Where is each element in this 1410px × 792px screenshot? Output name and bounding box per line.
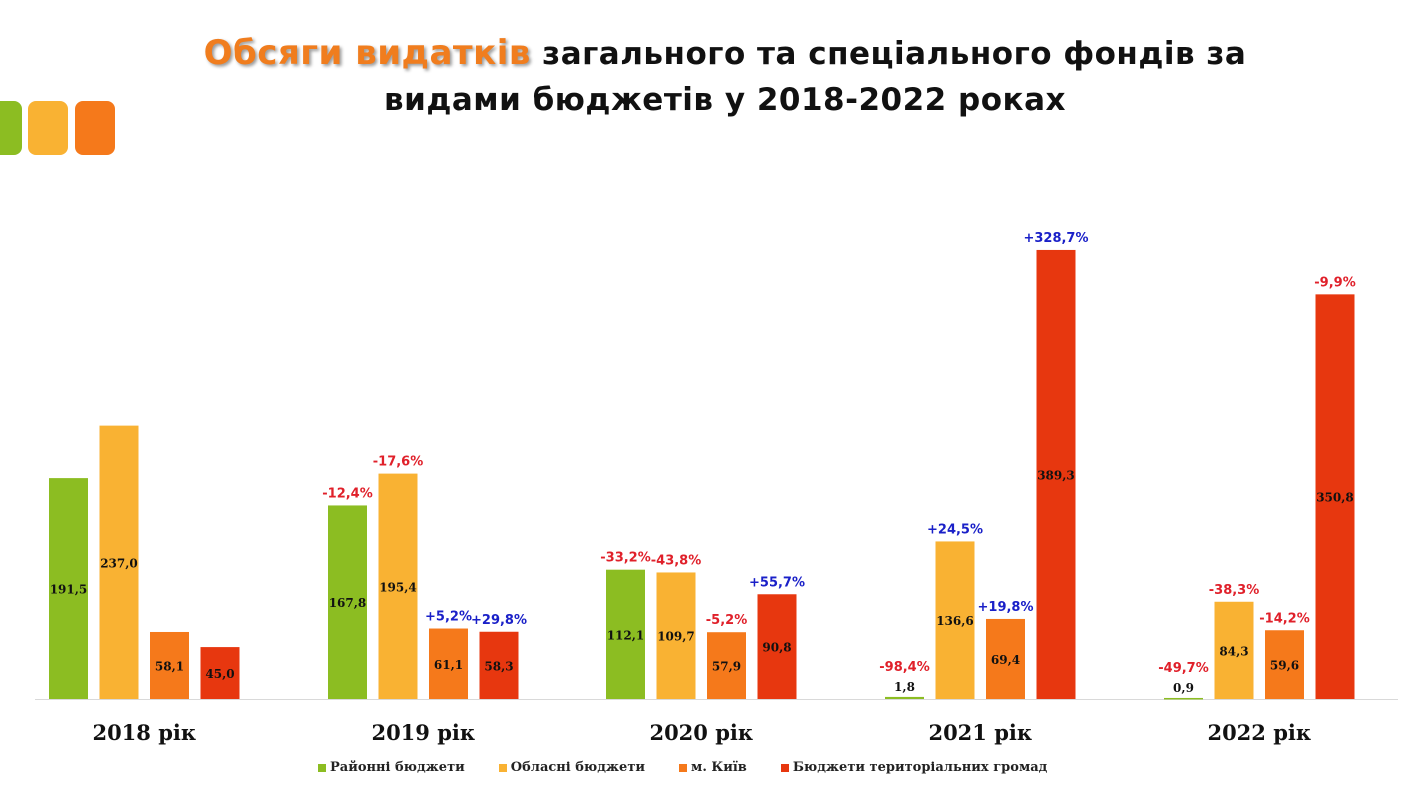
bar — [99, 425, 139, 699]
change-label: +55,7% — [749, 575, 805, 590]
bar — [429, 628, 468, 699]
data-label: 136,6 — [936, 614, 974, 628]
data-label: 195,4 — [379, 580, 417, 594]
legend-label: Бюджети територіальних громад — [792, 760, 1048, 775]
bar — [757, 594, 797, 699]
bar — [1265, 630, 1304, 699]
change-label: -14,2% — [1259, 611, 1310, 626]
legend-swatch — [780, 763, 789, 772]
data-label: 90,8 — [762, 641, 791, 655]
legend-item: Бюджети територіальних громад — [780, 760, 1048, 775]
x-tick-label: 2019 рік — [371, 720, 475, 745]
bar — [200, 647, 240, 699]
title-line1: загального та спеціального фондів за — [530, 36, 1247, 72]
change-label: -5,2% — [706, 613, 747, 628]
bar — [1214, 601, 1254, 699]
legend-label: м. Київ — [691, 760, 747, 775]
change-label: +328,7% — [1023, 231, 1088, 246]
data-label: 191,5 — [50, 583, 88, 597]
change-label: -17,6% — [373, 455, 424, 470]
change-label: -33,2% — [600, 551, 651, 566]
change-label: -12,4% — [322, 486, 373, 501]
bar — [378, 473, 418, 699]
bar — [707, 632, 746, 699]
data-label: 69,4 — [991, 653, 1020, 667]
x-tick-label: 2020 рік — [649, 720, 753, 745]
data-label: 57,9 — [712, 660, 741, 674]
x-tick-label: 2022 рік — [1207, 720, 1311, 745]
data-label: 84,3 — [1219, 644, 1248, 658]
bar — [935, 541, 975, 699]
data-label: 61,1 — [434, 658, 463, 672]
data-label: 112,1 — [607, 628, 645, 642]
change-label: -38,3% — [1209, 583, 1260, 598]
data-label: 0,9 — [1173, 681, 1194, 695]
decor-square-yellow — [28, 101, 68, 155]
x-tick-label: 2018 рік — [92, 720, 196, 745]
change-label: +19,8% — [978, 600, 1034, 615]
x-tick-label: 2021 рік — [928, 720, 1032, 745]
decor-square-green — [0, 101, 22, 155]
legend-item: м. Київ — [679, 760, 747, 775]
decor-square-orange — [75, 101, 115, 155]
bar — [479, 631, 519, 699]
legend-item: Обласні бюджети — [498, 760, 646, 775]
data-label: 58,1 — [155, 659, 184, 673]
data-label: 45,0 — [205, 667, 234, 681]
legend-label: Районні бюджети — [330, 760, 465, 775]
change-label: -43,8% — [651, 553, 702, 568]
bar — [49, 478, 88, 699]
legend-swatch — [498, 763, 507, 772]
change-label: -98,4% — [879, 660, 930, 675]
bar — [1036, 249, 1076, 700]
data-label: 58,3 — [484, 659, 513, 673]
legend-label: Обласні бюджети — [510, 760, 646, 775]
chart-title: Обсяги видатків загального та спеціально… — [150, 30, 1300, 123]
data-label: 167,8 — [329, 596, 367, 610]
data-label: 237,0 — [100, 556, 138, 570]
change-label: +24,5% — [927, 522, 983, 537]
title-line2: видами бюджетів у 2018-2022 роках — [383, 82, 1066, 118]
bar — [986, 618, 1025, 699]
bar — [606, 569, 645, 699]
bar — [1315, 294, 1355, 699]
bar — [885, 696, 924, 699]
change-label: -9,9% — [1314, 275, 1355, 290]
title-highlight: Обсяги видатків — [203, 33, 531, 73]
change-label: +5,2% — [425, 610, 472, 625]
data-label: 109,7 — [657, 630, 695, 644]
data-label: 1,8 — [894, 680, 915, 694]
legend-item: Районні бюджети — [318, 760, 465, 775]
bar — [656, 572, 696, 699]
bar — [328, 505, 367, 699]
bar — [150, 631, 189, 699]
data-label: 59,6 — [1270, 659, 1299, 673]
legend-swatch — [679, 763, 688, 772]
bar — [1164, 697, 1203, 700]
data-label: 350,8 — [1316, 491, 1354, 505]
change-label: +29,8% — [471, 613, 527, 628]
legend-swatch — [318, 763, 326, 772]
legend: Районні бюджети Обласні бюджети м. Київ … — [318, 760, 1047, 775]
data-label: 389,3 — [1037, 468, 1075, 482]
change-label: -49,7% — [1158, 661, 1209, 676]
